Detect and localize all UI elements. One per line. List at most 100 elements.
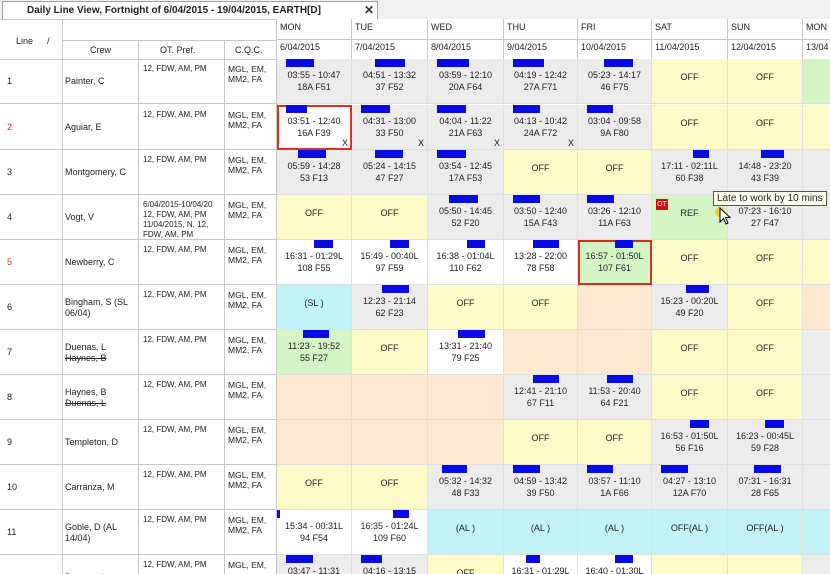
roster-row[interactable] <box>0 465 277 510</box>
roster-cell[interactable]: 17:11 - 02:11L 60 F38 <box>652 150 728 195</box>
roster-row[interactable] <box>0 285 277 330</box>
roster-cell[interactable] <box>428 375 504 420</box>
roster-cell[interactable]: 04:31 - 13:00 33 F50 X <box>352 105 428 150</box>
header-line[interactable]: Line <box>16 36 34 46</box>
roster-cell[interactable]: OFF <box>652 240 728 285</box>
roster-cell[interactable]: OFF <box>428 285 504 330</box>
roster-row[interactable] <box>0 59 277 104</box>
roster-cell[interactable]: OFF <box>277 465 352 510</box>
roster-cell[interactable] <box>277 420 352 465</box>
roster-cell[interactable]: OFF <box>504 285 578 330</box>
day-header-3[interactable]: THU 9/04/2015 <box>504 19 578 60</box>
roster-cell[interactable] <box>803 420 830 465</box>
roster-row[interactable] <box>0 420 277 465</box>
roster-cell[interactable]: OFF <box>352 330 428 375</box>
roster-cell[interactable]: OFF <box>728 59 803 104</box>
roster-cell[interactable]: 16:35 - 01:24L 109 F60 <box>352 510 428 555</box>
roster-cell[interactable] <box>578 330 652 375</box>
roster-cell[interactable]: 16:38 - 01:04L 110 F62 <box>428 240 504 285</box>
roster-row[interactable] <box>0 150 277 195</box>
roster-cell[interactable] <box>803 465 830 510</box>
roster-cell[interactable]: 16:40 - 01:30L <box>578 555 652 574</box>
roster-cell[interactable]: OFF <box>504 150 578 195</box>
header-crew[interactable]: Crew <box>90 45 112 55</box>
roster-cell[interactable]: 16:23 - 00:45L 59 F28 <box>728 420 803 465</box>
roster-cell[interactable] <box>803 59 830 104</box>
roster-cell[interactable]: OFF <box>352 465 428 510</box>
roster-cell[interactable] <box>803 555 830 574</box>
roster-cell[interactable]: 12:23 - 21:14 62 F23 <box>352 285 428 330</box>
roster-cell[interactable] <box>728 555 803 574</box>
roster-cell[interactable]: OFF <box>578 150 652 195</box>
roster-cell[interactable]: (AL ) <box>428 510 504 555</box>
clear-icon[interactable]: X <box>417 138 424 148</box>
roster-cell[interactable]: OFF <box>277 195 352 240</box>
roster-row[interactable] <box>0 240 277 285</box>
roster-cell[interactable]: OFF <box>652 59 728 104</box>
sort-icon[interactable]: / <box>47 36 50 46</box>
roster-cell[interactable]: 04:27 - 13:10 12A F70 <box>652 465 728 510</box>
roster-cell[interactable]: OFF(AL ) <box>652 510 728 555</box>
roster-cell[interactable] <box>352 420 428 465</box>
roster-cell[interactable]: (SL ) <box>277 285 352 330</box>
roster-cell[interactable]: 04:19 - 12:42 27A F71 <box>504 59 578 104</box>
roster-cell[interactable]: 03:50 - 12:40 15A F43 <box>504 195 578 240</box>
day-header-4[interactable]: FRI 10/04/2015 <box>578 19 652 60</box>
roster-row[interactable] <box>0 330 277 375</box>
roster-cell[interactable]: OFF <box>728 330 803 375</box>
clear-icon[interactable]: X <box>493 138 500 148</box>
roster-row[interactable] <box>0 375 277 420</box>
roster-cell[interactable]: OFF <box>504 420 578 465</box>
roster-cell[interactable]: 03:47 - 11:31 <box>277 555 352 574</box>
roster-cell[interactable]: 04:13 - 10:42 24A F72 X <box>504 105 578 150</box>
tab-daily-line-view[interactable]: Daily Line View, Fortnight of 6/04/2015 … <box>2 1 378 19</box>
close-icon[interactable]: ✕ <box>364 3 375 17</box>
roster-cell[interactable]: 05:59 - 14:28 53 F13 <box>277 150 352 195</box>
day-header-7[interactable]: MON 13/04 <box>803 19 830 60</box>
roster-cell[interactable]: 03:59 - 12:10 20A F64 <box>428 59 504 104</box>
roster-cell[interactable] <box>277 375 352 420</box>
roster-cell[interactable]: 15:23 - 00:20L 49 F20 <box>652 285 728 330</box>
roster-cell[interactable]: OFF <box>352 195 428 240</box>
header-cqc[interactable]: C.Q.C. <box>235 45 263 55</box>
roster-cell[interactable]: 16:31 - 01:29L <box>504 555 578 574</box>
roster-cell[interactable]: 03:51 - 12:40 16A F39 X <box>277 105 352 150</box>
roster-cell[interactable] <box>803 240 830 285</box>
roster-cell[interactable]: 05:24 - 14:15 47 F27 <box>352 150 428 195</box>
day-header-5[interactable]: SAT 11/04/2015 <box>652 19 728 60</box>
roster-cell[interactable]: OFF(AL ) <box>728 510 803 555</box>
roster-cell[interactable]: 14:48 - 23:20 43 F39 <box>728 150 803 195</box>
roster-cell[interactable] <box>803 285 830 330</box>
roster-cell[interactable]: OFF <box>428 555 504 574</box>
roster-cell[interactable]: 11:23 - 19:52 55 F27 <box>277 330 352 375</box>
roster-cell[interactable]: 13:0 <box>803 150 830 195</box>
roster-cell[interactable]: 13:31 - 21:40 79 F25 <box>428 330 504 375</box>
roster-cell[interactable] <box>803 105 830 150</box>
roster-cell[interactable]: OFF <box>728 375 803 420</box>
roster-row[interactable] <box>0 195 277 240</box>
roster-cell[interactable]: 16:53 - 01:50L 56 F16 <box>652 420 728 465</box>
roster-cell[interactable]: OFF <box>578 420 652 465</box>
roster-cell[interactable]: 16:31 - 01:29L 108 F55 <box>277 240 352 285</box>
roster-cell[interactable]: 03:26 - 12:10 11A F63 <box>578 195 652 240</box>
roster-cell[interactable]: 05:50 - 14:45 52 F20 <box>428 195 504 240</box>
roster-cell[interactable]: 04:04 - 11:22 21A F63 X <box>428 105 504 150</box>
roster-cell[interactable]: 05:32 - 14:32 48 F33 <box>428 465 504 510</box>
roster-cell[interactable] <box>803 330 830 375</box>
roster-cell[interactable] <box>652 555 728 574</box>
roster-cell[interactable]: 15:34 - 00:31L 94 F54 <box>277 510 352 555</box>
roster-cell[interactable]: OFF <box>728 105 803 150</box>
roster-cell[interactable]: 03:54 - 12:45 17A F53 <box>428 150 504 195</box>
roster-cell[interactable]: 03:57 - 11:10 1A F66 <box>578 465 652 510</box>
roster-cell[interactable]: (AL ) <box>578 510 652 555</box>
roster-cell[interactable]: 16:57 - 01:50L 107 F61 <box>578 240 652 285</box>
roster-cell[interactable] <box>428 420 504 465</box>
roster-cell[interactable]: 04:51 - 13:32 37 F52 <box>352 59 428 104</box>
roster-cell[interactable] <box>803 510 830 555</box>
roster-cell[interactable]: 05:23 - 14:17 46 F75 <box>578 59 652 104</box>
roster-cell[interactable] <box>504 330 578 375</box>
roster-cell[interactable]: 11:53 - 20:40 64 F21 <box>578 375 652 420</box>
roster-cell[interactable]: 04:16 - 13:15 <box>352 555 428 574</box>
day-header-1[interactable]: TUE 7/04/2015 <box>352 19 428 60</box>
roster-row[interactable] <box>0 510 277 555</box>
